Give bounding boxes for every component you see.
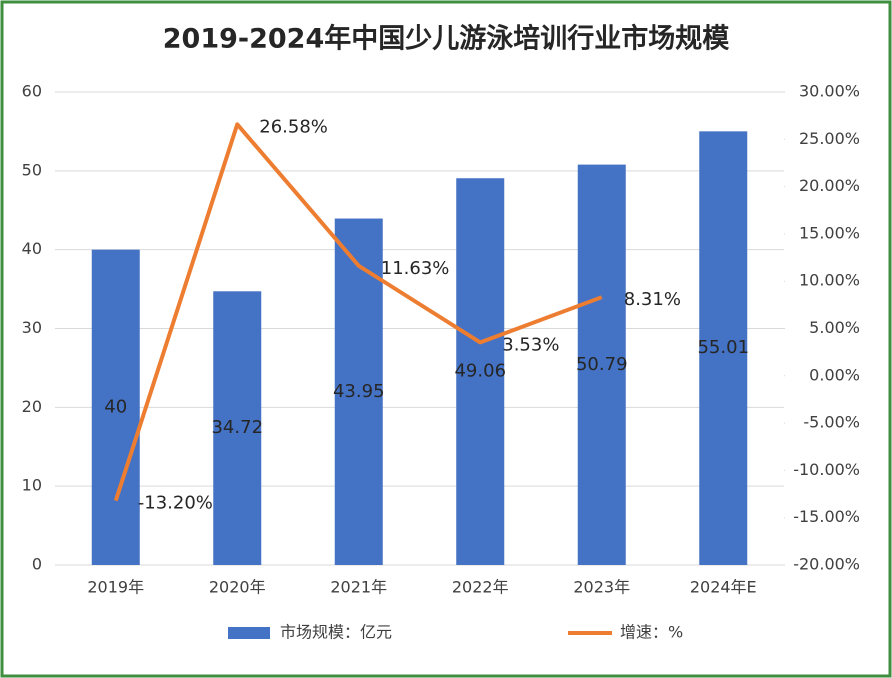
y2-tick-label: -20.00%: [793, 555, 860, 574]
bar-value-label: 43.95: [333, 381, 385, 402]
x-tick-label: 2022年: [452, 578, 509, 597]
line-value-label: 3.53%: [502, 334, 559, 355]
y2-tick-label: -5.00%: [803, 413, 860, 432]
line-value-label: 11.63%: [381, 258, 450, 279]
bar: [577, 164, 626, 565]
bar-value-label: 34.72: [211, 417, 263, 438]
bar-value-label: 40: [104, 396, 127, 417]
y-tick-label: 0: [32, 555, 42, 574]
bar-value-label: 55.01: [697, 337, 749, 358]
y-tick-label: 50: [22, 160, 42, 179]
bar: [91, 249, 140, 565]
y-tick-label: 60: [22, 82, 42, 101]
bar-value-label: 49.06: [454, 361, 506, 382]
y2-tick-label: -10.00%: [793, 460, 860, 479]
x-tick-label: 2021年: [330, 578, 387, 597]
y2-tick-label: 5.00%: [809, 318, 860, 337]
legend-label: 市场规模：亿元: [280, 623, 392, 642]
y-tick-label: 30: [22, 318, 42, 337]
bar: [699, 131, 748, 565]
line-value-label: -13.20%: [138, 493, 213, 514]
bar: [213, 291, 262, 565]
line-value-label: 8.31%: [624, 289, 681, 310]
chart-title: 2019-2024年中国少儿游泳培训行业市场规模: [163, 23, 730, 55]
line-value-label: 26.58%: [259, 116, 328, 137]
bar: [456, 178, 505, 566]
y-tick-label: 20: [22, 397, 42, 416]
bar-value-label: 50.79: [576, 354, 628, 375]
line-series: [113, 122, 603, 502]
legend-swatch: [228, 627, 270, 639]
y2-tick-label: 10.00%: [799, 271, 860, 290]
y2-tick-label: 30.00%: [799, 82, 860, 101]
x-tick-label: 2020年: [209, 578, 266, 597]
y2-tick-label: -15.00%: [793, 507, 860, 526]
y-tick-label: 40: [22, 239, 42, 258]
y-tick-label: 10: [22, 476, 42, 495]
x-tick-label: 2019年: [87, 578, 144, 597]
x-tick-label: 2024年E: [690, 578, 757, 597]
legend-label: 增速：%: [620, 623, 683, 642]
y2-tick-label: 20.00%: [799, 176, 860, 195]
x-tick-label: 2023年: [573, 578, 630, 597]
y2-tick-label: 0.00%: [809, 365, 860, 384]
y2-tick-label: 15.00%: [799, 223, 860, 242]
y2-tick-label: 25.00%: [799, 129, 860, 148]
